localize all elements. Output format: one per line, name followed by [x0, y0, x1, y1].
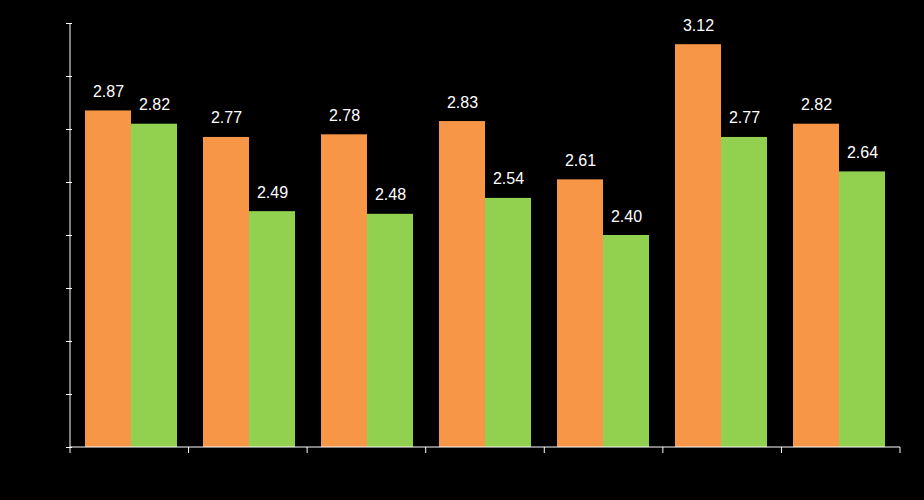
- svg-text:2.61: 2.61: [565, 152, 596, 169]
- svg-text:2.54: 2.54: [493, 170, 524, 187]
- svg-text:2.82: 2.82: [139, 96, 170, 113]
- svg-text:2.83: 2.83: [447, 94, 478, 111]
- svg-text:2.48: 2.48: [375, 186, 406, 203]
- svg-text:2.40: 2.40: [611, 208, 642, 225]
- svg-text:2.77: 2.77: [729, 109, 760, 126]
- svg-text:2.82: 2.82: [801, 96, 832, 113]
- svg-text:2.77: 2.77: [211, 109, 242, 126]
- svg-text:2.78: 2.78: [329, 107, 360, 124]
- svg-text:3.12: 3.12: [683, 17, 714, 34]
- svg-text:2.87: 2.87: [93, 83, 124, 100]
- svg-text:2.49: 2.49: [257, 184, 288, 201]
- svg-text:2.64: 2.64: [847, 144, 878, 161]
